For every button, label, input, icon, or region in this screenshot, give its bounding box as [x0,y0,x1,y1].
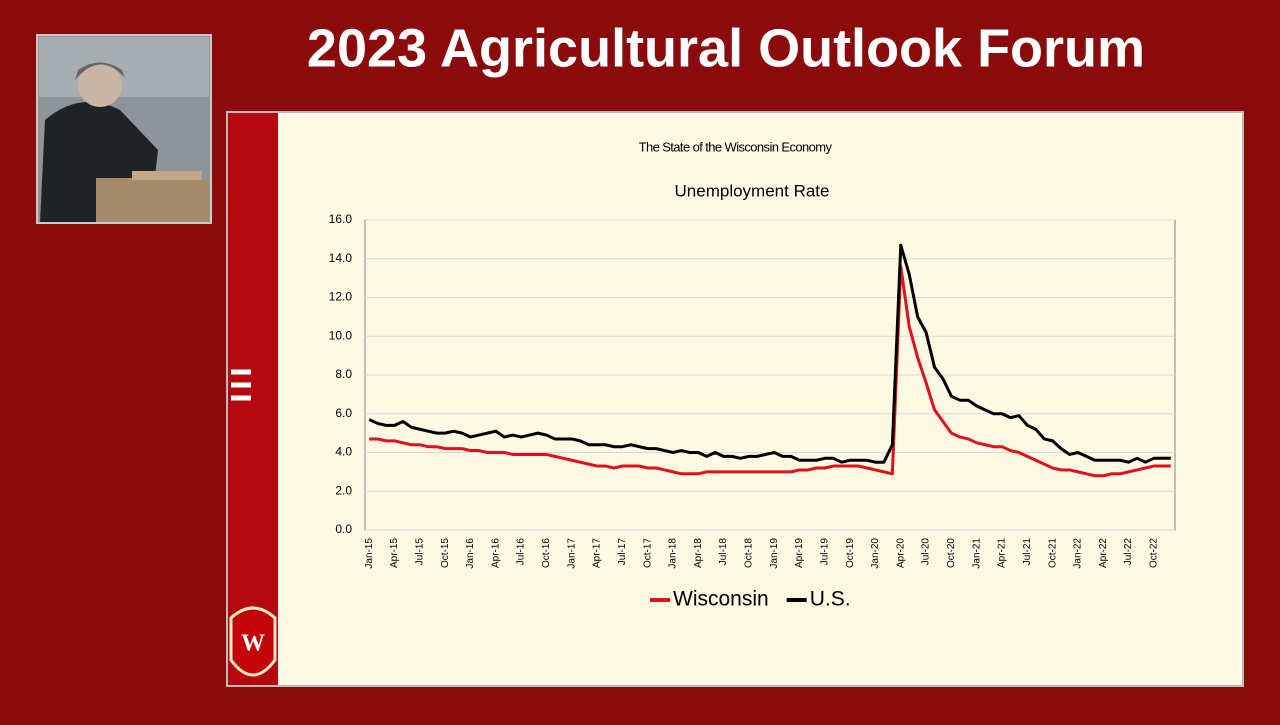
chart-title: Unemployment Rate [675,181,830,200]
y-tick-label: 10.0 [329,328,353,342]
x-tick-label: Apr-22 [1098,538,1109,568]
x-tick-label: Apr-17 [592,538,603,568]
y-tick-label: 8.0 [335,367,352,381]
series-line [369,265,1171,478]
x-tick-label: Jan-16 [465,538,476,569]
y-tick-label: 2.0 [335,483,352,497]
y-tick-label: 16.0 [329,212,353,226]
x-tick-label: Jul-20 [921,538,932,566]
y-tick-label: 0.0 [335,522,352,536]
x-tick-label: Jan-17 [566,538,577,569]
speaker-video [36,34,212,224]
x-tick-label: Jan-20 [870,538,881,569]
x-tick-label: Oct-20 [946,538,957,568]
legend: Wisconsin U.S. [650,588,851,611]
legend-label: Wisconsin [673,588,769,611]
x-tick-label: Apr-21 [997,538,1008,568]
x-tick-label: Jan-18 [668,538,679,569]
x-tick-label: Jul-22 [1123,538,1134,566]
x-tick-label: Oct-21 [1047,538,1058,568]
legend-label: U.S. [810,588,851,611]
x-tick-label: Apr-18 [693,538,704,568]
series-line [368,243,1171,464]
x-tick-label: Apr-19 [794,538,805,568]
x-tick-label: Jul-15 [414,538,425,566]
x-tick-label: Jul-16 [516,538,527,566]
x-tick-label: Oct-15 [440,538,451,568]
x-tick-label: Oct-18 [744,538,755,568]
chart-subtitle: The State of the Wisconsin Economy [639,139,833,154]
x-tick-label: Jan-15 [364,538,375,569]
x-tick-label: Jul-18 [718,538,729,566]
y-tick-label: 6.0 [335,406,352,420]
y-tick-label: 4.0 [335,445,352,459]
x-tick-label: Jul-17 [617,538,628,566]
x-tick-label: Apr-15 [389,538,400,568]
x-tick-label: Jul-21 [1022,538,1033,566]
x-tick-label: Oct-17 [642,538,653,568]
x-tick-label: Jan-21 [971,538,982,569]
x-tick-label: Apr-20 [895,538,906,568]
x-tick-label: Apr-16 [490,538,501,568]
x-tick-label: Jan-22 [1073,538,1084,569]
svg-text:W: W [241,631,265,657]
slide: W [226,111,1244,687]
x-tick-label: Jan-19 [769,538,780,569]
x-tick-label: Oct-22 [1149,538,1160,568]
x-tick-label: Jul-19 [819,538,830,566]
y-tick-label: 14.0 [329,251,353,265]
forum-title: 2023 Agricultural Outlook Forum [307,18,1145,78]
x-tick-label: Oct-16 [541,538,552,568]
x-tick-label: Oct-19 [845,538,856,568]
y-tick-label: 12.0 [329,290,353,304]
